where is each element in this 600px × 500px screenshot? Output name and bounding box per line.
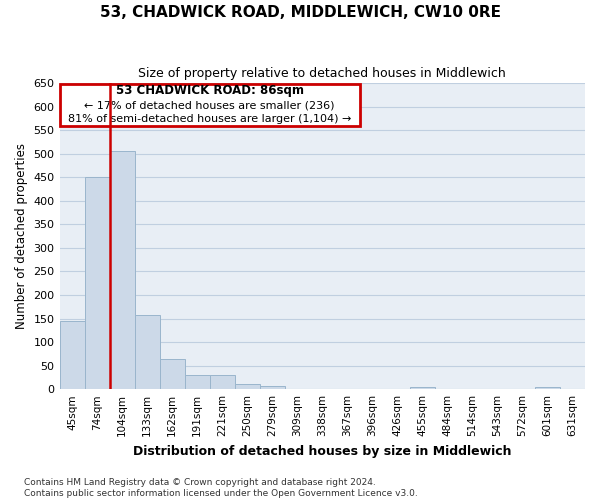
Bar — [535, 387, 560, 389]
Bar — [209, 375, 235, 389]
FancyBboxPatch shape — [59, 84, 360, 126]
Text: 81% of semi-detached houses are larger (1,104) →: 81% of semi-detached houses are larger (… — [68, 114, 352, 124]
Title: Size of property relative to detached houses in Middlewich: Size of property relative to detached ho… — [139, 68, 506, 80]
Bar — [110, 152, 134, 389]
Bar — [185, 375, 209, 389]
Bar — [59, 321, 85, 389]
Text: 53 CHADWICK ROAD: 86sqm: 53 CHADWICK ROAD: 86sqm — [116, 84, 304, 97]
Bar — [85, 177, 110, 389]
Bar — [260, 386, 285, 389]
Bar — [235, 384, 260, 389]
Y-axis label: Number of detached properties: Number of detached properties — [15, 143, 28, 329]
Text: Contains HM Land Registry data © Crown copyright and database right 2024.
Contai: Contains HM Land Registry data © Crown c… — [24, 478, 418, 498]
Bar — [410, 387, 435, 389]
Bar — [134, 315, 160, 389]
Text: 53, CHADWICK ROAD, MIDDLEWICH, CW10 0RE: 53, CHADWICK ROAD, MIDDLEWICH, CW10 0RE — [100, 5, 500, 20]
Text: ← 17% of detached houses are smaller (236): ← 17% of detached houses are smaller (23… — [85, 100, 335, 110]
Bar — [160, 358, 185, 389]
X-axis label: Distribution of detached houses by size in Middlewich: Distribution of detached houses by size … — [133, 444, 512, 458]
